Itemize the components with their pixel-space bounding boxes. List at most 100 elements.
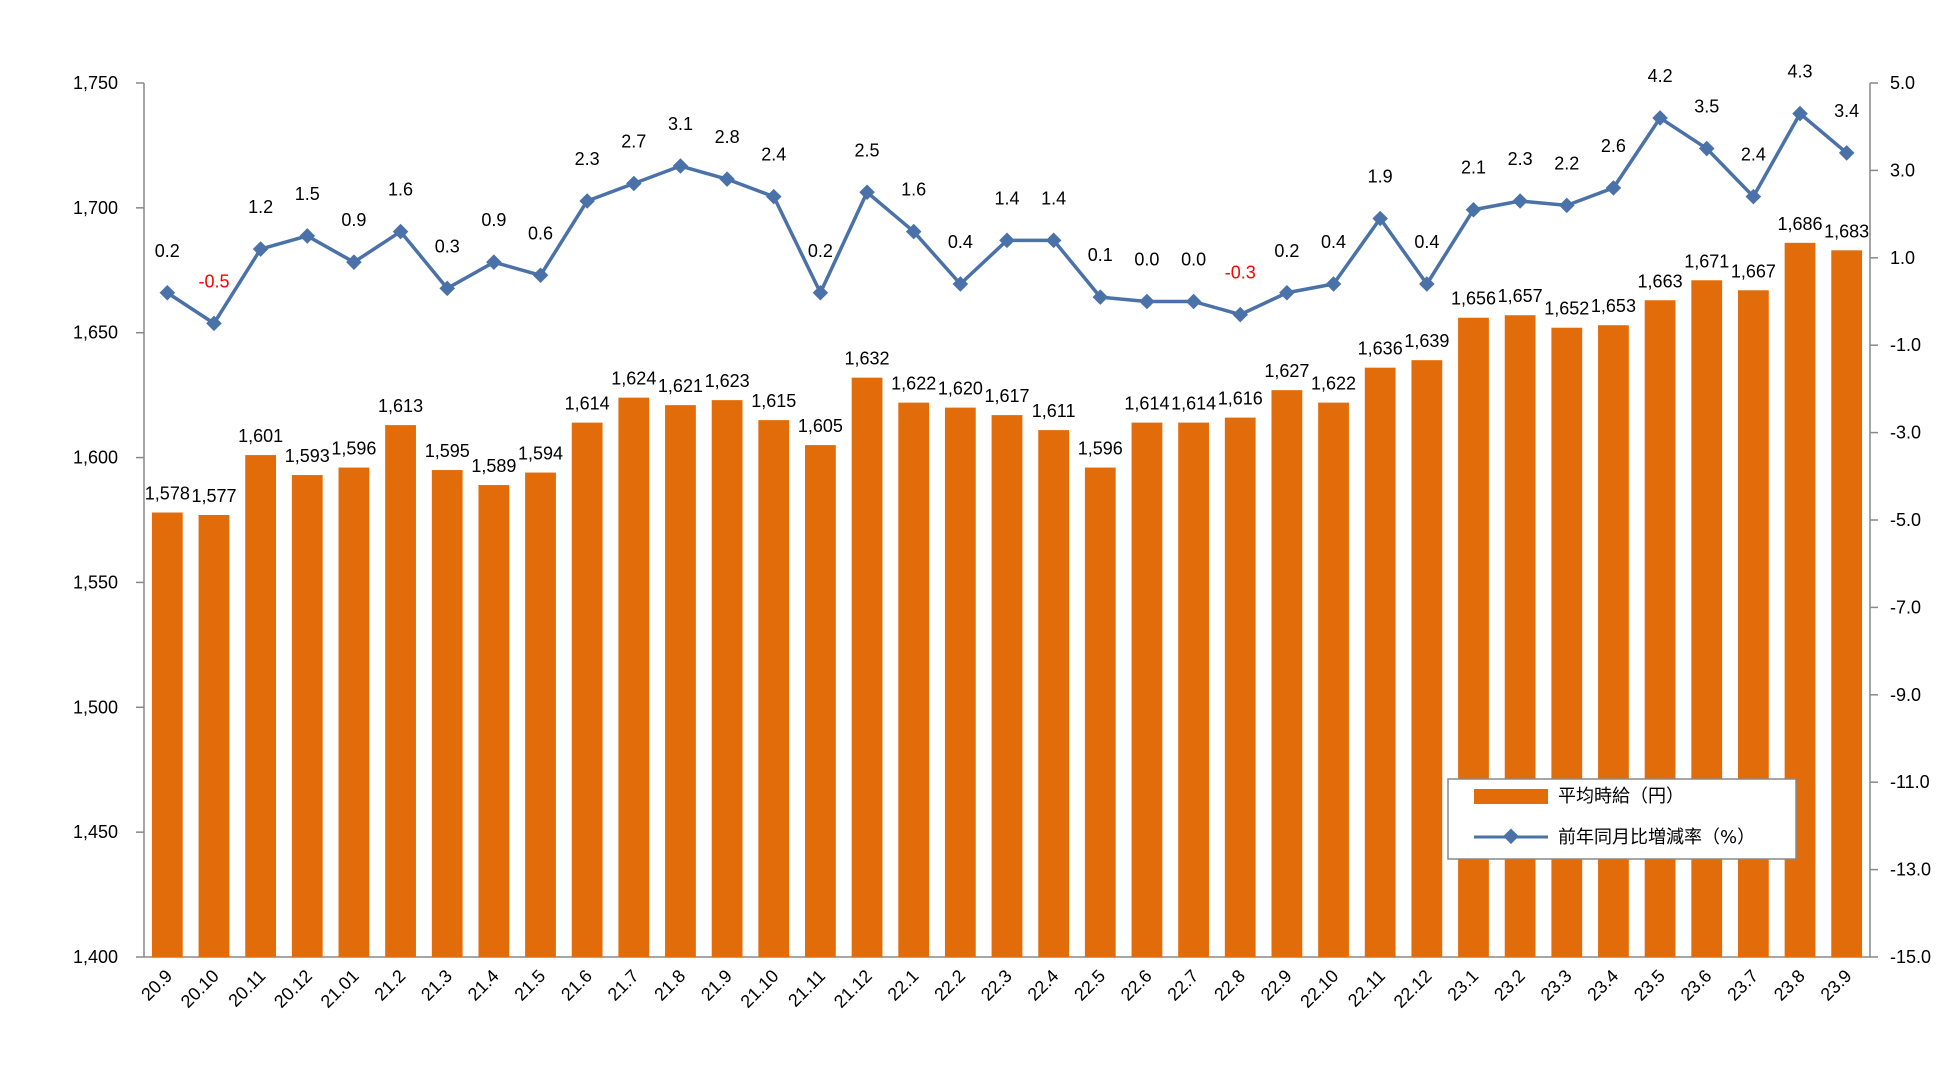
left-tick-label: 1,700 xyxy=(73,198,118,218)
bar xyxy=(618,397,650,957)
line-marker xyxy=(1605,180,1622,196)
bar-value-label: 1,636 xyxy=(1358,339,1403,359)
line-marker xyxy=(1232,306,1249,323)
legend-line-marker xyxy=(1503,828,1519,845)
x-tick-label: 22.11 xyxy=(1344,966,1389,1011)
bar-value-label: 1,683 xyxy=(1824,221,1869,241)
x-tick-label: 21.12 xyxy=(830,966,876,1012)
line-marker xyxy=(672,158,689,174)
x-tick-label: 22.8 xyxy=(1210,966,1249,1005)
bar xyxy=(1458,317,1489,957)
bar xyxy=(431,470,463,957)
left-tick-label: 1,600 xyxy=(73,448,118,468)
right-tick-label: -3.0 xyxy=(1890,423,1921,443)
line-value-label: 2.4 xyxy=(1741,145,1766,165)
bar-value-label: 1,686 xyxy=(1778,214,1823,234)
bar-value-label: 1,657 xyxy=(1498,286,1543,306)
right-tick-label: 1.0 xyxy=(1890,248,1915,268)
line-value-label: 0.2 xyxy=(1274,241,1299,261)
line-value-label: 0.9 xyxy=(481,210,506,230)
x-tick-label: 22.1 xyxy=(884,966,923,1005)
line-value-label: 0.4 xyxy=(1414,232,1439,252)
line-value-label: 0.1 xyxy=(1088,245,1113,265)
legend: 平均時給（円） 前年同月比増減率（%） xyxy=(1447,778,1797,860)
line-marker xyxy=(626,175,642,192)
line-value-label: 0.9 xyxy=(341,210,366,230)
bar xyxy=(1178,422,1209,957)
bar-value-label: 1,656 xyxy=(1451,289,1496,309)
bar xyxy=(338,467,370,957)
line-marker xyxy=(1139,293,1155,310)
line-series xyxy=(159,105,1855,332)
bar xyxy=(1551,327,1583,958)
bar-value-label: 1,624 xyxy=(611,369,656,389)
x-tick-label: 21.9 xyxy=(697,966,736,1005)
bar xyxy=(665,405,696,957)
line-marker xyxy=(1512,193,1528,209)
x-tick-label: 21.4 xyxy=(464,966,503,1005)
line-value-label: 3.4 xyxy=(1834,101,1859,121)
right-axis-ticks: -15.0 -13.0 -11.0 -9.0 -7.0 -5.0 -3.0 -1.0 1.0 3.… xyxy=(1870,73,1931,967)
line-marker xyxy=(765,188,782,205)
bar-value-label: 1,593 xyxy=(285,446,330,466)
line-value-label: 1.9 xyxy=(1368,166,1393,186)
line-value-label: 4.2 xyxy=(1648,66,1673,86)
legend-line-label: 前年同月比増減率（%） xyxy=(1558,827,1755,848)
x-tick-label: 22.6 xyxy=(1117,966,1156,1005)
bar xyxy=(1084,467,1116,957)
bar-value-label: 1,594 xyxy=(518,444,563,464)
bar-value-label: 1,596 xyxy=(331,439,376,459)
line-marker xyxy=(1792,105,1808,122)
growth-rate-line xyxy=(166,111,1848,326)
bar xyxy=(1598,325,1629,957)
bar-value-label: 1,611 xyxy=(1032,401,1076,421)
bar-value-label: 1,623 xyxy=(705,371,750,391)
bar-value-label: 1,601 xyxy=(238,426,283,446)
right-tick-label: -1.0 xyxy=(1890,335,1921,355)
bar-value-label: 1,653 xyxy=(1591,296,1636,316)
line-value-label: 2.7 xyxy=(621,132,646,152)
legend-bar-swatch xyxy=(1474,789,1548,804)
left-tick-label: 1,500 xyxy=(73,697,118,717)
line-marker xyxy=(905,223,922,240)
bar xyxy=(198,515,230,957)
line-value-label: 1.4 xyxy=(994,188,1019,208)
bar-value-label: 1,671 xyxy=(1684,251,1729,271)
bar xyxy=(1504,315,1536,958)
right-tick-label: -9.0 xyxy=(1890,685,1921,705)
left-tick-label: 1,550 xyxy=(73,572,118,592)
line-value-label: 1.5 xyxy=(295,184,320,204)
x-axis-labels: 20.9 20.10 20.11 20.12 21.01 21.2 21.3 21.4 21.5… xyxy=(137,966,1855,1012)
bar xyxy=(991,415,1023,957)
left-tick-label: 1,450 xyxy=(73,822,118,842)
line-value-label: 2.6 xyxy=(1601,136,1626,156)
bar xyxy=(1224,417,1256,957)
bar xyxy=(805,445,836,957)
bar xyxy=(151,512,183,957)
bar-value-label: 1,616 xyxy=(1218,389,1263,409)
line-value-label: 2.3 xyxy=(1508,149,1533,169)
x-tick-label: 21.8 xyxy=(650,966,689,1005)
line-value-label: 0.2 xyxy=(808,241,833,261)
x-tick-label: 22.10 xyxy=(1296,966,1342,1012)
line-value-label: 3.1 xyxy=(668,114,693,134)
line-marker xyxy=(1652,110,1668,126)
line-marker xyxy=(1045,232,1062,249)
left-tick-label: 1,650 xyxy=(73,323,118,343)
bar-value-label: 1,589 xyxy=(471,456,516,476)
bar-value-label: 1,627 xyxy=(1264,361,1309,381)
x-tick-label: 21.01 xyxy=(317,966,363,1012)
line-value-label: 3.5 xyxy=(1694,97,1719,117)
bar xyxy=(385,425,416,957)
line-value-label: -0.3 xyxy=(1225,263,1256,283)
line-value-label: 2.4 xyxy=(761,145,786,165)
bar-value-label: 1,605 xyxy=(798,416,843,436)
x-tick-label: 21.5 xyxy=(510,966,549,1005)
x-tick-label: 23.3 xyxy=(1537,966,1576,1005)
line-marker xyxy=(812,284,829,301)
bar-value-label: 1,613 xyxy=(378,396,423,416)
line-value-label: 1.2 xyxy=(248,197,273,217)
line-value-label: 2.1 xyxy=(1461,158,1486,178)
bar-value-label: 1,639 xyxy=(1404,331,1449,351)
